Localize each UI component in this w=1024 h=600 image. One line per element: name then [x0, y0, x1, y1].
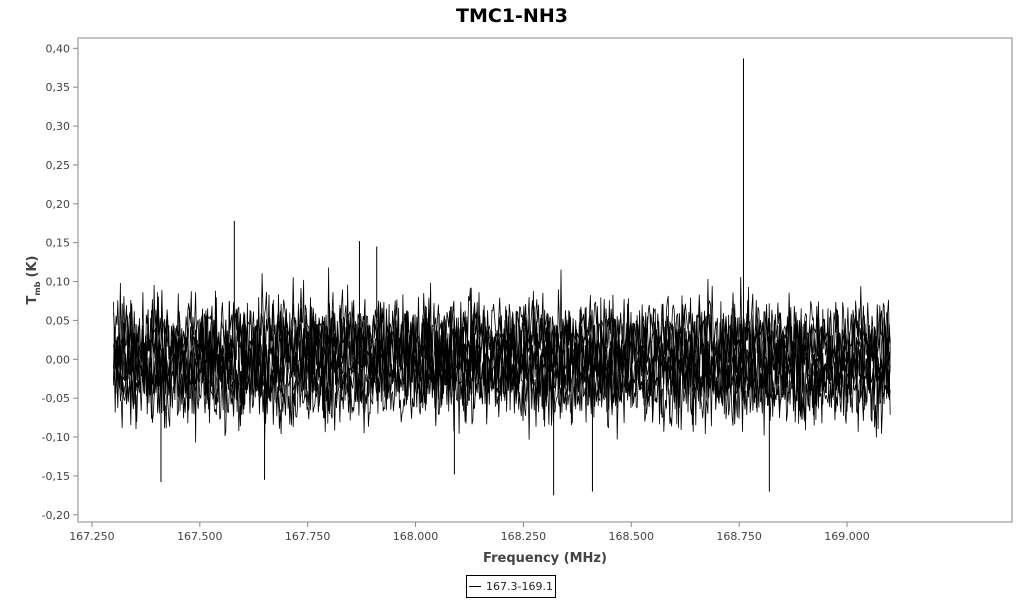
- spectrum-trace: [113, 267, 891, 387]
- y-tick-label: 0,05: [46, 314, 71, 327]
- y-tick-label: 0,35: [46, 81, 71, 94]
- x-tick-label: 169.000: [824, 530, 870, 543]
- y-tick-label: 0,10: [46, 276, 71, 289]
- y-tick-label: 0,00: [46, 353, 71, 366]
- y-tick-label: 0,25: [46, 159, 71, 172]
- spectrum-trace: [113, 320, 891, 443]
- legend: 167.3-169.1: [466, 575, 556, 598]
- y-tick-label: -0,15: [42, 470, 70, 483]
- y-axis-label-unit: (K): [25, 256, 40, 278]
- x-tick-label: 167.250: [69, 530, 115, 543]
- x-tick-label: 167.750: [285, 530, 331, 543]
- chart-title: TMC1-NH3: [456, 5, 568, 27]
- y-tick-label: 0,15: [46, 237, 71, 250]
- y-axis-label-sub: mb: [33, 281, 42, 295]
- x-tick-label: 167.500: [177, 530, 223, 543]
- y-axis-label-main: T: [25, 295, 40, 304]
- x-axis-label: Frequency (MHz): [483, 551, 607, 566]
- x-tick-label: 168.500: [609, 530, 655, 543]
- legend-series-label: 167.3-169.1: [486, 580, 553, 593]
- legend-line-swatch: [469, 586, 482, 587]
- y-tick-label: -0,20: [42, 509, 70, 522]
- x-tick-label: 168.750: [716, 530, 762, 543]
- y-tick-label: 0,20: [46, 198, 71, 211]
- y-axis-label: Tmb (K): [25, 256, 42, 305]
- y-tick-label: 0,40: [46, 42, 71, 55]
- plot-area-border: [77, 37, 1013, 523]
- spectrum-trace: [113, 284, 891, 399]
- y-tick-label: -0,10: [42, 431, 70, 444]
- x-tick-label: 168.250: [501, 530, 547, 543]
- y-tick-label: -0,05: [42, 392, 70, 405]
- y-axis-ticks: -0,20 -0,15 -0,10 -0,05 0,00 0,05 0,10 0,15 0,20…: [42, 42, 78, 522]
- x-axis-ticks: 167.250 167.500 167.750 168.000 168.250 168.5…: [69, 522, 870, 543]
- spectrum-series: [113, 58, 891, 496]
- y-tick-label: 0,30: [46, 120, 71, 133]
- x-tick-label: 168.000: [393, 530, 439, 543]
